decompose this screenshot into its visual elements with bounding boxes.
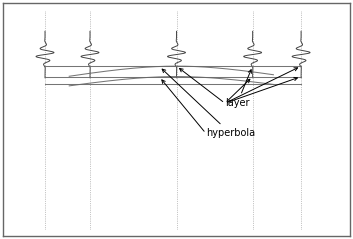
Text: layer: layer [225, 70, 251, 108]
Text: hyperbola: hyperbola [162, 69, 255, 138]
